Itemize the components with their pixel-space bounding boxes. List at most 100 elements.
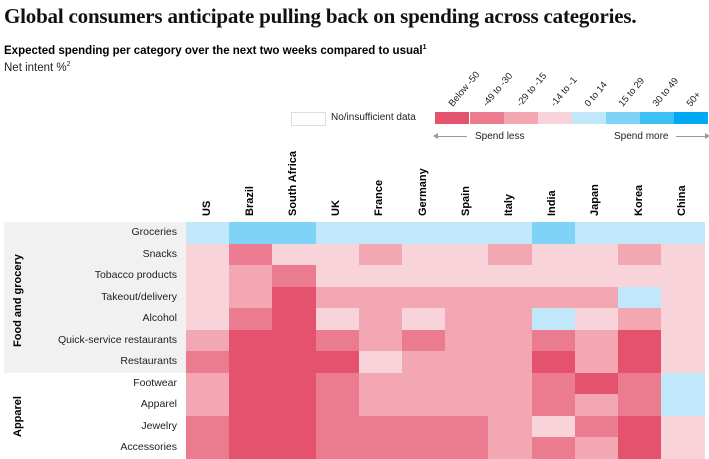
heatmap-cell [358, 222, 403, 245]
heatmap-cell [574, 437, 619, 459]
heatmap-cell [574, 394, 619, 417]
row-label: Jewelry [141, 419, 177, 432]
heatmap-cell [618, 415, 662, 438]
heatmap-cell [445, 243, 489, 266]
heatmap-cell [358, 351, 403, 374]
heatmap-cell [229, 415, 273, 438]
legend-no-data-swatch [291, 112, 326, 126]
column-label: Japan [589, 184, 602, 216]
heatmap-cell [531, 265, 576, 288]
legend-swatch [435, 112, 470, 124]
heatmap-cell [445, 351, 489, 374]
legend-swatch [504, 112, 538, 124]
heatmap-cell [574, 308, 619, 331]
heatmap-cell [315, 286, 360, 309]
column-label: Italy [503, 193, 515, 216]
legend-color-scale [435, 112, 708, 124]
group-label: Apparel [12, 396, 24, 438]
heatmap-cell [186, 372, 230, 395]
spend-less-label: Spend less [475, 131, 525, 142]
heatmap-cell [488, 222, 533, 245]
legend-tick-label: 30 to 49 [650, 75, 682, 109]
heatmap-cell [272, 265, 317, 288]
spend-more-label: Spend more [614, 131, 669, 142]
heatmap-cell [445, 394, 489, 417]
heatmap-cell [358, 329, 403, 352]
legend-swatch [640, 112, 674, 124]
heatmap-cell [531, 437, 576, 459]
heatmap-cell [445, 372, 489, 395]
heatmap-cell [531, 351, 576, 374]
heatmap-cell [488, 286, 533, 309]
row-label: Groceries [131, 226, 177, 238]
spend-less-indicator: Spend less [433, 131, 525, 142]
heatmap-cell [574, 222, 619, 245]
heatmap-cell [488, 329, 533, 352]
unit-footnote: 2 [66, 61, 71, 68]
group-label: Food and grocery [12, 253, 24, 347]
legend-no-data-label: No/insufficient data [331, 112, 416, 123]
column-label: Spain [459, 186, 472, 216]
heatmap-cell [186, 243, 230, 266]
heatmap-cell [402, 243, 446, 266]
heatmap-cell [229, 372, 273, 395]
heatmap-cell [574, 329, 619, 352]
row-label: Restaurants [120, 355, 177, 367]
heatmap-cell [661, 286, 705, 309]
legend-tick-label: -29 to -15 [514, 70, 550, 109]
heatmap-cell [272, 437, 317, 459]
heatmap-cell [272, 286, 317, 309]
group-background [4, 222, 186, 373]
legend-swatch [538, 112, 572, 124]
heatmap-cell [531, 394, 576, 417]
heatmap-cell [661, 394, 705, 417]
row-label: Alcohol [142, 312, 177, 324]
heatmap-cell [402, 351, 446, 374]
heatmap-cell [186, 394, 230, 417]
heatmap-cell [661, 222, 705, 245]
heatmap-cell [229, 351, 273, 374]
heatmap-cell [272, 308, 317, 331]
heatmap-cell [445, 437, 489, 459]
heatmap-cell [229, 329, 273, 352]
heatmap-cell [272, 222, 317, 245]
legend-tick-label: 0 to 14 [582, 79, 610, 109]
column-label: Germany [416, 168, 429, 216]
heatmap-cell [618, 222, 662, 245]
heatmap-cell [488, 308, 533, 331]
heatmap-cell [445, 222, 489, 245]
column-label: China [675, 185, 688, 216]
heatmap-cell [661, 329, 705, 352]
heatmap-cell [618, 243, 662, 266]
heatmap-cell [574, 286, 619, 309]
heatmap-cell [574, 372, 619, 395]
heatmap-cell [488, 437, 533, 459]
heatmap-cell [402, 437, 446, 459]
legend-tick-label: Below -50 [446, 69, 483, 109]
row-label: Apparel [140, 398, 177, 410]
heatmap-cell [358, 394, 403, 417]
heatmap-cell [488, 265, 533, 288]
heatmap-cell [531, 286, 576, 309]
heatmap-cell [229, 222, 273, 245]
heatmap-cell [358, 308, 403, 331]
heatmap-cell [315, 372, 360, 395]
heatmap-cell [531, 372, 576, 395]
heatmap-cell [488, 243, 533, 266]
heatmap-cell [358, 415, 403, 438]
heatmap-cell [618, 351, 662, 374]
heatmap-cell [618, 437, 662, 459]
heatmap-cell [488, 415, 533, 438]
heatmap-cell [488, 394, 533, 417]
arrow-right-icon [676, 133, 709, 139]
heatmap-cell [272, 329, 317, 352]
heatmap-cell [358, 265, 403, 288]
column-label: South Africa [287, 151, 299, 216]
heatmap-cell [315, 308, 360, 331]
heatmap-cell [272, 351, 317, 374]
column-label: Brazil [243, 186, 256, 216]
legend-swatch [674, 112, 708, 124]
subtitle-footnote: 1 [422, 44, 427, 51]
row-label: Accessories [120, 441, 177, 453]
heatmap-cell [661, 437, 705, 459]
